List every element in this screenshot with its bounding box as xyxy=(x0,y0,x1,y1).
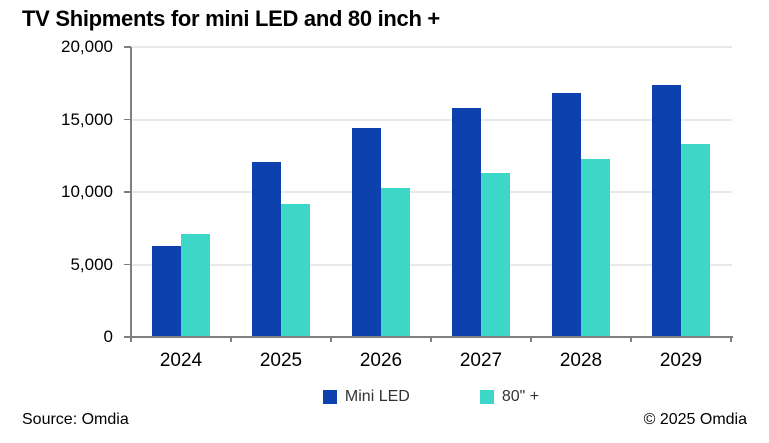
legend-swatch-80-inch-plus xyxy=(479,390,494,404)
legend-label: Mini LED xyxy=(344,388,410,405)
legend: Mini LED 80" + xyxy=(131,388,731,406)
bar-mini-led xyxy=(552,93,581,337)
x-axis-tick xyxy=(230,337,232,342)
x-axis-tick xyxy=(130,337,132,342)
x-axis-label: 2027 xyxy=(459,350,503,371)
y-axis-tick xyxy=(124,336,131,338)
footer: Source: Omdia © 2025 Omdia xyxy=(0,411,769,429)
x-axis-label: 2024 xyxy=(159,350,203,371)
y-axis-tick-label: 10,000 xyxy=(61,182,113,201)
bar-mini-led xyxy=(152,245,181,337)
bar-80-inch-plus xyxy=(481,173,510,337)
gridline xyxy=(131,263,732,266)
source-note: Source: Omdia xyxy=(22,411,129,428)
legend-label: 80" + xyxy=(501,388,540,405)
x-axis-tick xyxy=(430,337,432,342)
bar-80-inch-plus xyxy=(381,187,410,337)
copyright-note: © 2025 Omdia xyxy=(643,411,747,428)
y-axis-tick-label: 15,000 xyxy=(61,109,113,129)
y-axis-tick-label: 0 xyxy=(103,327,113,346)
x-axis-label: 2028 xyxy=(559,350,603,371)
y-axis-tick xyxy=(124,191,131,193)
bar-80-inch-plus xyxy=(681,144,710,337)
bar-mini-led xyxy=(252,161,281,337)
bar-80-inch-plus xyxy=(181,234,210,337)
chart-title: TV Shipments for mini LED and 80 inch + xyxy=(22,6,440,31)
legend-item-80-inch-plus: 80" + xyxy=(479,388,540,406)
y-axis-tick xyxy=(124,263,131,265)
gridline xyxy=(131,46,732,48)
bar-mini-led xyxy=(652,84,681,337)
x-axis-tick xyxy=(530,337,532,342)
x-axis-label: 2026 xyxy=(359,350,403,371)
bar-mini-led xyxy=(352,128,381,337)
y-axis-tick xyxy=(124,118,131,120)
y-axis-tick xyxy=(124,46,131,48)
legend-swatch-mini-led xyxy=(322,390,337,404)
x-axis-label: 2029 xyxy=(659,350,703,371)
bar-80-inch-plus xyxy=(281,203,310,337)
gridline xyxy=(131,191,732,193)
x-axis-tick xyxy=(630,337,632,342)
gridline xyxy=(131,118,732,121)
legend-item-mini-led: Mini LED xyxy=(322,388,410,406)
y-axis-tick-label: 20,000 xyxy=(61,37,113,56)
x-axis-line xyxy=(130,336,733,338)
y-axis-tick-label: 5,000 xyxy=(70,254,113,274)
x-axis-label: 2025 xyxy=(259,350,303,371)
bar-mini-led xyxy=(452,107,481,337)
x-axis-tick xyxy=(330,337,332,342)
x-axis-tick xyxy=(730,337,732,342)
y-axis-line xyxy=(130,47,132,337)
bar-80-inch-plus xyxy=(581,158,610,337)
